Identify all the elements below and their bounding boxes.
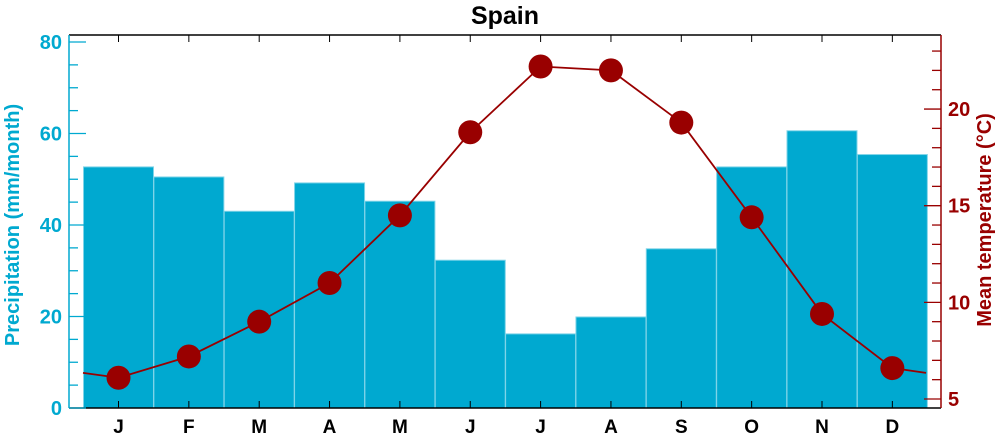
temperature-point-1 (176, 344, 201, 369)
x-tick-label: D (885, 417, 899, 438)
x-tick-label: J (113, 417, 124, 438)
right-axis: 5 10 15 20 (924, 35, 970, 411)
precip-bar-10 (786, 130, 858, 409)
x-tick-label: J (535, 417, 546, 438)
x-tick-label: O (744, 417, 759, 438)
precip-bar-6 (505, 333, 577, 409)
x-tick-label: F (183, 417, 195, 438)
x-tick-label: A (604, 417, 618, 438)
y-tick-label: 40 (40, 215, 62, 237)
precip-bar-9 (716, 166, 788, 409)
y-tick-label: 80 (40, 32, 62, 54)
precip-bar-3 (294, 182, 366, 409)
x-tick-label: M (392, 417, 408, 438)
x-tick-label: A (323, 417, 337, 438)
temperature-point-11 (880, 356, 905, 381)
plot-frame (69, 34, 941, 409)
y-tick-label: 60 (40, 124, 62, 146)
precip-bar-1 (153, 176, 225, 409)
precip-bar-5 (434, 259, 506, 409)
temperature-point-10 (810, 301, 834, 326)
precip-bar-8 (645, 248, 717, 409)
x-tick-label: S (675, 417, 688, 438)
temperature-point-6 (528, 54, 553, 79)
temperature-point-2 (247, 309, 272, 334)
y-axis-label: Precipitation (mm/month) (2, 104, 24, 346)
temperature-point-3 (317, 271, 342, 296)
x-tick-label: J (465, 417, 476, 438)
x-tick-label: N (815, 417, 829, 438)
temperature-point-8 (669, 110, 694, 135)
precipitation-bars (83, 130, 928, 409)
temperature-point-4 (387, 203, 412, 228)
temperature-point-7 (598, 58, 623, 83)
y2-tick-label: 10 (948, 292, 970, 314)
temperature-point-5 (458, 120, 483, 145)
left-axis: 0 20 40 60 80 (40, 32, 86, 420)
y-tick-label: 0 (51, 398, 62, 420)
y-tick-label: 20 (40, 307, 62, 329)
y2-tick-label: 5 (948, 389, 959, 411)
chart-title: Spain (471, 2, 539, 30)
precip-bar-2 (223, 210, 295, 409)
y2-axis-label: Mean temperature (°C) (974, 113, 996, 327)
y2-tick-label: 15 (948, 196, 970, 218)
temperature-line (82, 65, 927, 379)
precip-bar-4 (364, 200, 436, 409)
temperature-series (82, 54, 927, 390)
y2-tick-label: 20 (948, 99, 970, 121)
temperature-point-9 (739, 205, 764, 230)
precip-bar-7 (575, 316, 647, 409)
x-tick-label: M (251, 417, 267, 438)
temperature-point-0 (106, 365, 131, 390)
